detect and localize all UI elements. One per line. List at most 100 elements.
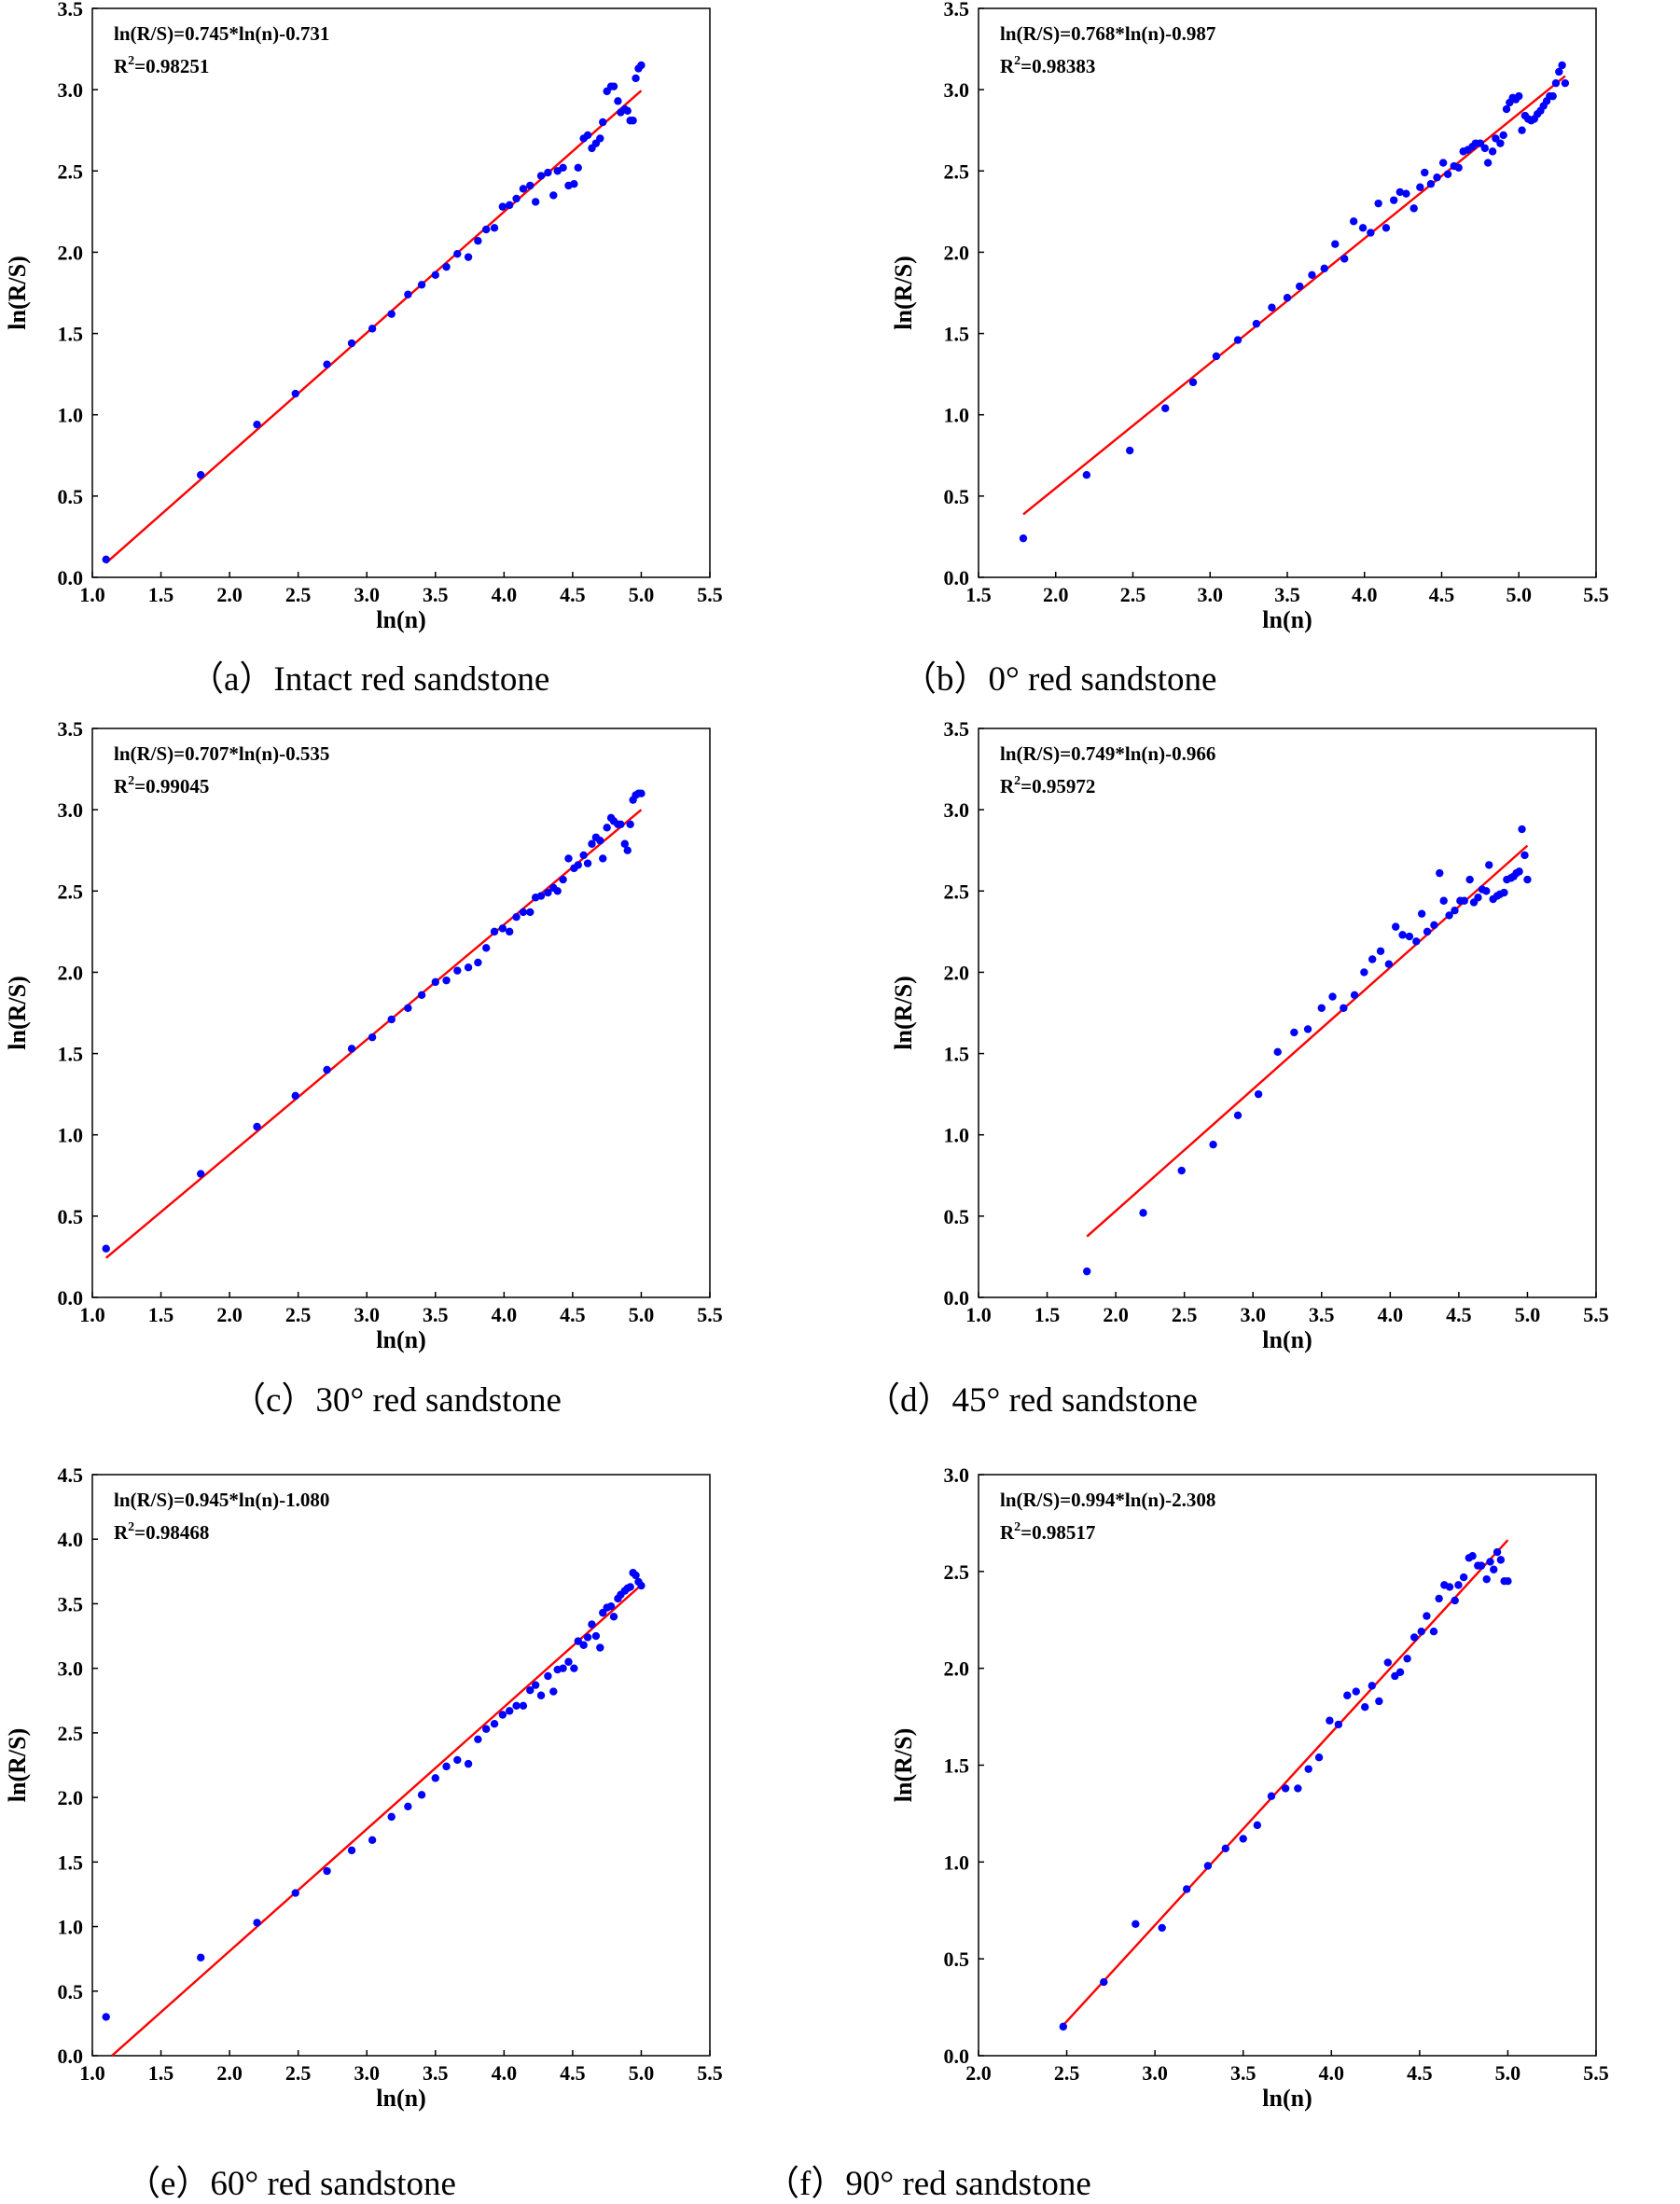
- data-point: [526, 908, 535, 917]
- data-point: [431, 977, 439, 987]
- data-point: [1439, 896, 1448, 905]
- data-point: [574, 163, 582, 172]
- data-point: [1476, 139, 1485, 147]
- y-axis-label: ln(R/S): [4, 1728, 31, 1802]
- data-point: [1317, 1004, 1326, 1012]
- data-point: [253, 1919, 261, 1927]
- data-point: [574, 1637, 582, 1645]
- data-point: [1480, 144, 1490, 153]
- data-point: [1294, 1784, 1302, 1793]
- x-tick-label: 1.0: [79, 1303, 105, 1326]
- data-point: [1125, 446, 1134, 455]
- data-point: [1403, 1655, 1411, 1663]
- y-tick-label: 1.5: [944, 1754, 970, 1778]
- x-tick-label: 4.5: [1429, 583, 1455, 606]
- x-tick-label: 1.0: [79, 583, 105, 606]
- data-point: [1558, 61, 1566, 70]
- data-point: [387, 310, 396, 318]
- x-tick-label: 4.0: [492, 2061, 518, 2085]
- y-tick-label: 2.0: [944, 241, 970, 264]
- data-point: [1233, 336, 1243, 344]
- data-point: [588, 839, 596, 848]
- fit-line: [1062, 1539, 1509, 2027]
- data-point: [1423, 1612, 1431, 1620]
- data-point: [323, 360, 331, 368]
- data-point: [632, 74, 640, 83]
- data-point: [564, 1657, 573, 1666]
- x-tick-label: 5.0: [629, 2061, 655, 2085]
- data-point: [1221, 1844, 1230, 1852]
- data-point: [387, 1015, 396, 1024]
- y-tick-label: 0.0: [58, 1286, 84, 1310]
- data-point: [1374, 199, 1382, 208]
- x-axis-label: ln(n): [376, 606, 425, 633]
- data-point: [1209, 1140, 1217, 1149]
- y-tick-label: 0.5: [944, 1205, 970, 1228]
- x-tick-label: 3.5: [1309, 1303, 1335, 1326]
- x-tick-label: 2.5: [285, 583, 312, 606]
- data-point: [519, 908, 528, 917]
- data-point: [404, 1004, 412, 1012]
- data-point: [1518, 126, 1526, 134]
- y-tick-label: 1.0: [944, 1851, 970, 1874]
- r2-value: =0.95972: [1020, 775, 1095, 797]
- data-point: [431, 1774, 439, 1782]
- x-tick-label: 2.5: [285, 1303, 312, 1326]
- data-point: [1361, 1703, 1369, 1712]
- y-tick-label: 3.5: [944, 0, 970, 21]
- data-point: [1483, 159, 1493, 167]
- data-point: [1296, 282, 1304, 291]
- data-point: [1273, 1047, 1282, 1057]
- chart-panel-3: 1.0 1.5 2.0 2.5 3.0 3.5 4.0 4.5 5.0 5.5 0.0 0.5 1.0 1…: [866, 717, 1609, 1420]
- data-point: [1409, 204, 1418, 213]
- x-tick-label: 3.5: [423, 1303, 449, 1326]
- data-point: [617, 820, 625, 829]
- data-point: [606, 1602, 616, 1611]
- data-point: [1485, 861, 1493, 869]
- y-tick-label: 2.0: [58, 961, 84, 984]
- y-tick-label: 2.5: [58, 1722, 84, 1745]
- panel-caption: （c）30° red sandstone: [231, 1381, 562, 1420]
- data-point: [588, 1620, 596, 1629]
- r2-value: =0.99045: [134, 775, 209, 797]
- data-point: [637, 1581, 646, 1590]
- y-tick-label: 1.5: [58, 1043, 84, 1066]
- chart-panel-0: 1.0 1.5 2.0 2.5 3.0 3.5 4.0 4.5 5.0 5.5 0.0 0.5 1.0 1…: [4, 0, 723, 699]
- data-point: [453, 1755, 462, 1765]
- data-point: [603, 824, 611, 832]
- plot-frame: [91, 1474, 711, 2057]
- data-point: [417, 1791, 426, 1799]
- data-point: [490, 224, 499, 232]
- data-point: [1477, 1561, 1486, 1570]
- data-point: [506, 201, 514, 210]
- data-point: [1083, 1267, 1091, 1276]
- data-point: [417, 281, 426, 289]
- data-point: [102, 1244, 110, 1253]
- data-point: [404, 290, 412, 298]
- y-tick-label: 1.0: [58, 404, 84, 427]
- x-tick-label: 4.5: [560, 2061, 586, 2085]
- fit-equation: ln(R/S)=0.945*ln(n)-1.080: [114, 1489, 329, 1511]
- data-point: [1423, 927, 1432, 936]
- data-point: [614, 97, 622, 105]
- x-tick-label: 2.5: [1120, 583, 1146, 606]
- data-point: [404, 1802, 412, 1811]
- fit-equation: ln(R/S)=0.994*ln(n)-2.308: [1000, 1489, 1215, 1511]
- data-point: [531, 198, 540, 206]
- data-point: [1233, 1111, 1243, 1120]
- y-tick-label: 2.0: [58, 241, 84, 264]
- y-tick-label: 3.0: [944, 78, 970, 102]
- data-point: [1381, 224, 1391, 232]
- x-tick-label: 2.0: [216, 2061, 243, 2085]
- data-point: [1421, 168, 1429, 177]
- x-tick-label: 2.5: [1054, 2061, 1080, 2085]
- x-tick-label: 5.0: [629, 583, 655, 606]
- data-point: [1352, 1687, 1360, 1696]
- fit-equation: ln(R/S)=0.768*ln(n)-0.987: [1000, 22, 1215, 45]
- x-tick-label: 2.0: [216, 1303, 243, 1326]
- data-point: [464, 963, 473, 972]
- data-point: [526, 1686, 535, 1695]
- data-point: [549, 1687, 558, 1696]
- data-point: [1445, 911, 1453, 920]
- data-point: [1019, 534, 1028, 543]
